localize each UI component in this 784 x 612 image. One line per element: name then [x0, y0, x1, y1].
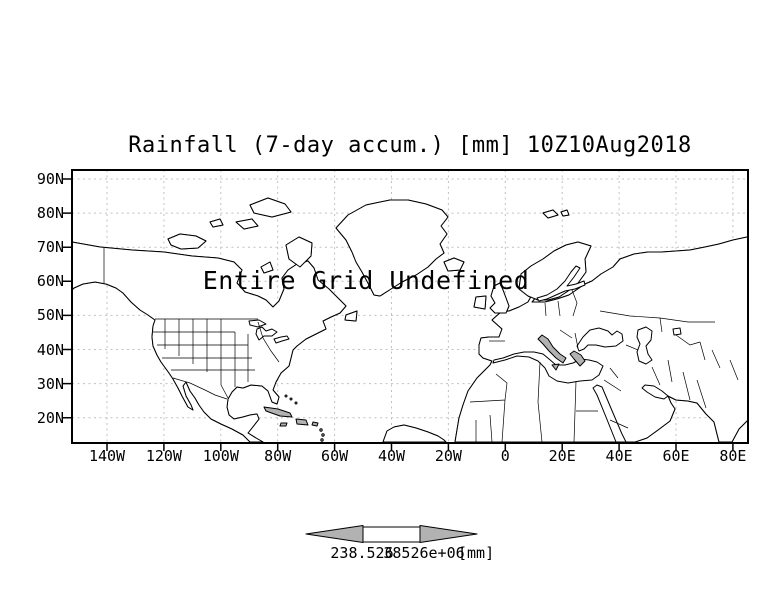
- lon-label-20W: 20W: [434, 447, 462, 465]
- black-sea: [576, 327, 624, 352]
- colorbar-unit: [mm]: [458, 544, 495, 562]
- baltic-sea: [536, 265, 586, 302]
- lat-ticks: [62, 178, 71, 419]
- lon-label-60E: 60E: [662, 447, 690, 465]
- lat-label-50N: 50N: [36, 306, 64, 325]
- lon-label-80W: 80W: [264, 447, 292, 465]
- lon-label-40E: 40E: [605, 447, 633, 465]
- lat-label-20N: 20N: [36, 408, 64, 427]
- lat-label-40N: 40N: [36, 340, 64, 359]
- landmass-sicily: [551, 363, 560, 371]
- colorbar-right-value: 38526e+06: [383, 544, 465, 562]
- colorbar: [305, 525, 478, 543]
- great-lakes: [248, 319, 267, 328]
- landmass-italy: [537, 334, 567, 364]
- aral-sea: [672, 327, 682, 336]
- colorbar-left-value: 238.526: [330, 544, 394, 562]
- lat-label-60N: 60N: [36, 272, 64, 291]
- lat-label-70N: 70N: [36, 238, 64, 257]
- lat-label-30N: 30N: [36, 374, 64, 393]
- lon-label-100W: 100W: [202, 447, 239, 465]
- lat-label-80N: 80N: [36, 204, 64, 223]
- island-cuba: [263, 406, 293, 418]
- lon-label-20E: 20E: [548, 447, 576, 465]
- caspian-sea: [636, 326, 653, 365]
- mediterranean-peninsulas-islands: [263, 334, 586, 442]
- seas-and-lakes: [248, 265, 682, 443]
- plot-title: Rainfall (7-day accum.) [mm] 10Z10Aug201…: [128, 133, 692, 158]
- lat-label-90N: 90N: [36, 170, 64, 188]
- grid-undefined-message: Entire Grid Undefined: [202, 266, 530, 295]
- colorbar-right-arrow: [419, 525, 478, 543]
- colorbar-middle-segment: [362, 526, 421, 543]
- persian-gulf: [641, 384, 669, 400]
- island-hispaniola: [295, 418, 309, 426]
- mediterranean-sea: [492, 351, 604, 384]
- lon-label-40W: 40W: [377, 447, 406, 465]
- plot-frame: [62, 169, 749, 451]
- lon-label-0: 0: [500, 447, 510, 465]
- lon-label-80E: 80E: [719, 447, 747, 465]
- political-borders: [103, 248, 739, 443]
- lon-label-60W: 60W: [321, 447, 349, 465]
- colorbar-left-arrow: [305, 525, 364, 543]
- lon-ticks: [106, 444, 734, 451]
- lon-label-120W: 120W: [145, 447, 182, 465]
- landmass-greece: [569, 350, 586, 367]
- lon-label-140W: 140W: [88, 447, 126, 465]
